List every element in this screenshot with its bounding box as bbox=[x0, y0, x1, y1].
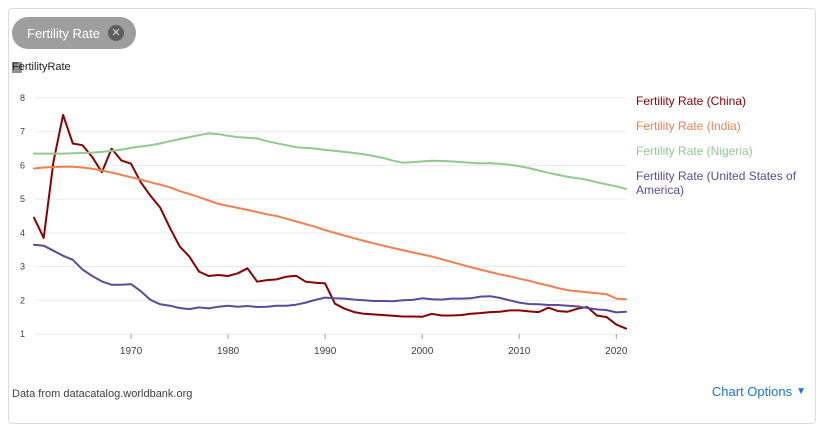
close-icon[interactable]: ✕ bbox=[108, 25, 124, 41]
chart-card bbox=[8, 8, 816, 424]
y-tick-label: 6 bbox=[20, 160, 25, 170]
data-source-note: Data from datacatalog.worldbank.org bbox=[12, 388, 193, 400]
chip-label: Fertility Rate bbox=[27, 25, 100, 41]
legend-entry[interactable]: Fertility Rate (United States of America… bbox=[636, 169, 797, 197]
chevron-down-icon: ▼ bbox=[796, 386, 806, 397]
series-line bbox=[33, 132, 627, 190]
series-line bbox=[33, 243, 627, 314]
y-tick-label: 4 bbox=[20, 228, 25, 238]
x-tick-label: 2020 bbox=[605, 346, 628, 357]
y-axis-label: FertilityRate bbox=[12, 61, 71, 73]
series-line bbox=[33, 113, 627, 330]
chart-legend: Fertility Rate (China) Fertility Rate (In… bbox=[636, 94, 804, 208]
axis-label-marker bbox=[12, 62, 22, 73]
y-tick-label: 1 bbox=[20, 329, 25, 339]
x-tick-label: 1990 bbox=[314, 346, 337, 357]
x-tick-label: 1970 bbox=[120, 346, 143, 357]
legend-entry[interactable]: Fertility Rate (Nigeria) bbox=[636, 144, 753, 158]
y-tick-label: 2 bbox=[20, 295, 25, 305]
fertility-rate-chip[interactable]: Fertility Rate ✕ bbox=[12, 17, 136, 49]
x-tick-label: 2000 bbox=[411, 346, 434, 357]
legend-entry[interactable]: Fertility Rate (India) bbox=[636, 119, 741, 133]
y-tick-label: 5 bbox=[20, 194, 25, 204]
legend-entry[interactable]: Fertility Rate (China) bbox=[636, 94, 747, 108]
chart-options-button[interactable]: Chart Options ▼ bbox=[712, 384, 806, 399]
y-tick-label: 8 bbox=[20, 93, 25, 103]
y-tick-label: 3 bbox=[20, 262, 25, 272]
x-tick-label: 1980 bbox=[217, 346, 240, 357]
series-line bbox=[33, 165, 627, 301]
chart-options-label: Chart Options bbox=[711, 384, 793, 399]
x-tick-label: 2010 bbox=[508, 346, 531, 357]
y-tick-label: 7 bbox=[20, 127, 25, 137]
